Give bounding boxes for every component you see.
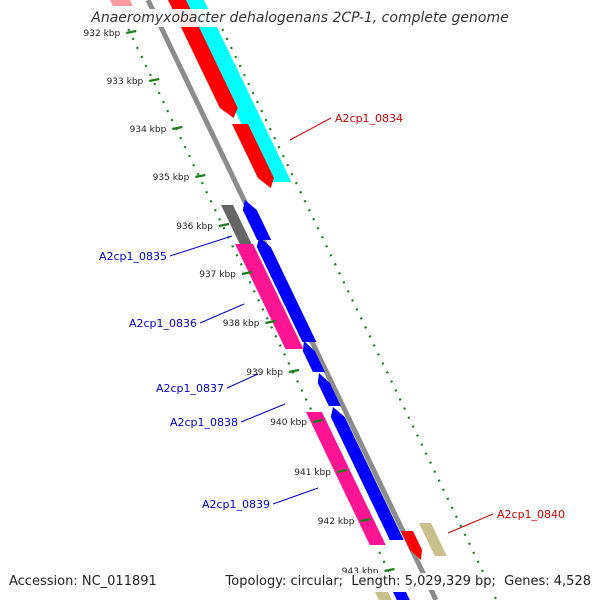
scale-tick-mark <box>241 270 253 276</box>
gene-feature-blue-4[interactable] <box>317 373 341 406</box>
scale-tick-mark <box>312 418 324 424</box>
scale-tick-label: 936 kbp <box>176 222 213 232</box>
gene-label[interactable]: A2cp1_0836 <box>129 317 197 330</box>
left-dotted-track <box>123 19 404 600</box>
gene-labels: A2cp1_0834 A2cp1_0835 A2cp1_0836 A2cp1_0837… <box>99 112 565 534</box>
scale-tick-mark <box>218 222 230 228</box>
right-dotted-track <box>217 19 498 600</box>
scale-tick-mark <box>360 517 371 523</box>
accession-label: Accession: <box>9 574 78 589</box>
accession-value: NC_011891 <box>81 574 157 589</box>
gene-feature-blue-bottom[interactable] <box>393 592 410 600</box>
gene-label[interactable]: A2cp1_0838 <box>170 416 238 429</box>
scale-tick-mark <box>149 77 160 83</box>
gene-feature-red-1[interactable] <box>168 0 238 118</box>
scale-tick-mark <box>195 173 206 179</box>
gene-feature-blue-2[interactable] <box>256 237 317 342</box>
scale-tick-label: 943 kbp <box>342 567 379 577</box>
length-value: 5,029,329 bp <box>404 574 492 589</box>
gene-label-leader <box>226 373 259 389</box>
gene-feature-pink-2[interactable] <box>306 412 386 545</box>
scale-tick-mark <box>336 468 348 474</box>
separator: ; <box>338 574 348 589</box>
scale-tick-mark <box>172 125 183 131</box>
gene-label[interactable]: A2cp1_0837 <box>156 382 224 395</box>
scale-tick-label: 935 kbp <box>153 173 190 183</box>
scale-tick-mark <box>384 567 395 573</box>
gene-label-leader <box>447 513 494 534</box>
gene-feature-gray-pseudo[interactable] <box>221 205 253 246</box>
dotted-guide-tracks <box>123 19 498 600</box>
scale-tick-label: 932 kbp <box>84 29 121 39</box>
scale-tick-label: 934 kbp <box>130 125 167 135</box>
scale-tick-label: 939 kbp <box>246 368 283 378</box>
gene-feature-blue-3[interactable] <box>302 341 325 372</box>
scale-tick-mark <box>126 29 137 35</box>
gene-feature-red-top[interactable] <box>110 0 133 6</box>
map-title: Anaeromyxobacter dehalogenans 2CP-1, com… <box>0 9 600 27</box>
accession-info: Accession: NC_011891 <box>9 573 160 590</box>
gene-label[interactable]: A2cp1_0840 <box>497 508 565 521</box>
gene-feature-blue-5[interactable] <box>330 407 404 540</box>
gene-label[interactable]: A2cp1_0835 <box>99 250 167 263</box>
scale-tick-label: 940 kbp <box>270 418 307 428</box>
gene-feature-pink-1[interactable] <box>235 244 304 349</box>
gene-feature-cyan[interactable] <box>182 0 292 182</box>
gene-feature-blue-1[interactable] <box>242 200 272 240</box>
length-label: Length: <box>351 574 401 589</box>
gene-features <box>110 0 447 600</box>
scale-tick-mark <box>265 319 276 325</box>
topology-label: Topology: <box>225 574 287 589</box>
gene-feature-khaki-1[interactable] <box>419 523 447 556</box>
scale-tick-label: 937 kbp <box>199 270 236 280</box>
gene-label-leader <box>199 303 245 324</box>
gene-label-leader <box>240 403 286 423</box>
gene-label-leader <box>289 117 332 141</box>
genes-label: Genes: <box>504 574 550 589</box>
scale-tick-label: 933 kbp <box>107 77 144 87</box>
gene-feature-red-3[interactable] <box>401 531 423 560</box>
genome-summary: Topology: circular; Length: 5,029,329 bp… <box>222 573 591 590</box>
scale-tick-label: 942 kbp <box>318 517 355 527</box>
scale-ticks: 932 kbp 933 kbp 934 kbp 935 kbp 936 kbp 937 k… <box>84 29 395 577</box>
gene-feature-red-2[interactable] <box>232 124 274 188</box>
gene-label[interactable]: A2cp1_0834 <box>335 112 403 125</box>
scale-tick-mark <box>288 368 300 374</box>
separator: ; <box>491 574 501 589</box>
gene-label[interactable]: A2cp1_0839 <box>202 498 270 511</box>
topology-value: circular <box>290 574 339 589</box>
genes-value: 4,528 <box>553 574 591 589</box>
gene-label-leader <box>169 235 233 257</box>
gene-label-leader <box>272 487 319 505</box>
gene-feature-khaki-2[interactable] <box>375 592 392 600</box>
scale-tick-label: 938 kbp <box>223 319 260 329</box>
scale-tick-label: 941 kbp <box>294 468 331 478</box>
